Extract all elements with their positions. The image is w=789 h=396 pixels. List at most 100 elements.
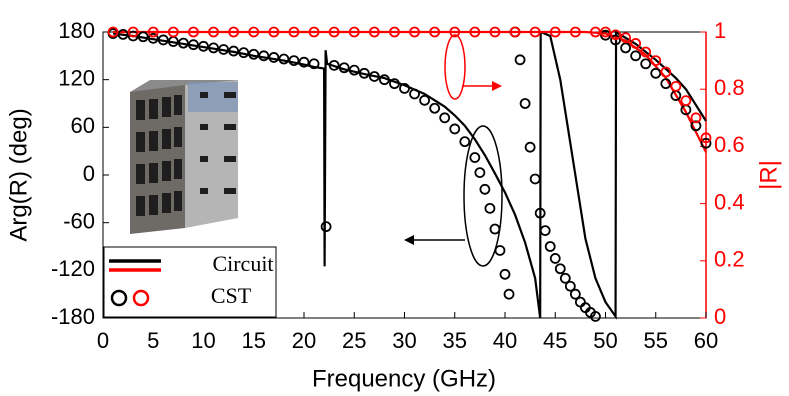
series-marker — [564, 280, 576, 292]
series-marker — [409, 26, 420, 38]
series-marker — [559, 272, 571, 284]
series-marker — [640, 58, 652, 70]
series-marker — [569, 288, 581, 300]
series-marker — [529, 173, 541, 185]
x-tick-label: 60 — [694, 328, 718, 353]
series-marker — [147, 32, 159, 44]
series-marker — [469, 152, 481, 163]
series-marker — [419, 94, 431, 106]
series-marker — [600, 29, 611, 41]
series-marker — [348, 64, 360, 76]
series-marker — [268, 52, 280, 63]
x-tick-label: 30 — [392, 328, 416, 353]
y-tick-label: -180 — [51, 304, 95, 329]
x-tick-label: 25 — [342, 328, 366, 353]
series-marker — [660, 78, 672, 90]
x-tick-label: 55 — [644, 328, 668, 353]
series-marker — [690, 112, 702, 124]
series-marker — [449, 26, 461, 38]
series-marker — [127, 30, 139, 42]
x-tick-label: 40 — [493, 328, 517, 353]
series-marker — [539, 225, 551, 237]
series-marker — [549, 26, 561, 38]
x-tick-label: 5 — [147, 328, 159, 353]
series-marker — [268, 26, 280, 38]
series-marker — [489, 26, 501, 38]
series-marker — [308, 26, 320, 38]
series-marker — [610, 29, 621, 41]
series-marker — [509, 26, 521, 38]
y-tick-label: 60 — [71, 113, 95, 138]
series-marker — [549, 253, 561, 264]
series-marker — [650, 55, 662, 66]
series-marker — [503, 288, 515, 300]
x-tick-label: 20 — [292, 328, 316, 353]
series-marker — [499, 268, 511, 280]
series-marker — [690, 120, 702, 132]
series-marker — [620, 32, 631, 44]
series-marker — [489, 223, 501, 235]
y-tick-label: 0 — [83, 161, 95, 186]
series-marker — [534, 207, 546, 219]
series-marker — [188, 26, 199, 38]
series-marker — [258, 50, 270, 62]
series-marker — [278, 53, 290, 65]
series-marker — [459, 136, 471, 148]
series-marker — [544, 241, 556, 252]
y2-tick-label: 0.2 — [714, 247, 745, 272]
series-marker — [157, 34, 169, 46]
y-tick-label: -60 — [63, 208, 95, 233]
series-marker — [208, 42, 219, 54]
series-marker — [248, 26, 260, 38]
y2-axis-label: |R| — [755, 160, 782, 190]
legend-swatch — [110, 289, 128, 307]
legend-swatch — [132, 289, 150, 307]
series-marker — [147, 26, 159, 38]
series-marker — [529, 26, 541, 38]
series-marker — [248, 48, 260, 60]
series-marker — [238, 47, 250, 59]
legend-box — [103, 246, 277, 318]
series-marker — [107, 26, 119, 38]
series-line — [113, 30, 707, 153]
series-marker — [449, 123, 461, 135]
y-axis-label: Arg(R) (deg) — [5, 108, 32, 241]
series-marker — [167, 26, 179, 38]
series-marker — [368, 26, 380, 38]
series-marker — [368, 71, 380, 82]
series-marker — [479, 183, 491, 195]
series-marker — [389, 26, 400, 38]
y2-tick-label: 0.8 — [714, 75, 745, 100]
x-tick-label: 15 — [242, 328, 266, 353]
series-marker — [308, 58, 320, 70]
series-marker — [670, 80, 682, 92]
series-marker — [569, 26, 581, 38]
series-marker — [429, 102, 441, 114]
series-marker — [474, 167, 486, 179]
series-marker — [228, 45, 240, 57]
series-marker — [590, 26, 601, 38]
series-marker — [338, 62, 350, 74]
series-marker — [484, 202, 496, 214]
series-marker — [228, 26, 240, 38]
series-marker — [389, 78, 400, 90]
inset-image — [130, 80, 238, 234]
y2-tick-label: 1 — [714, 18, 726, 43]
series-marker — [378, 74, 390, 86]
series-marker — [288, 26, 300, 38]
series-marker — [429, 26, 441, 38]
series-marker — [320, 221, 332, 233]
series-marker — [554, 263, 566, 275]
series-marker — [469, 26, 481, 38]
legend-label: CST — [211, 283, 252, 308]
y2-tick-label: 0.6 — [714, 132, 745, 157]
series-marker — [439, 112, 451, 124]
series-marker — [348, 26, 360, 38]
annotations — [404, 34, 503, 267]
series-marker — [630, 38, 642, 49]
x-axis-label: Frequency (GHz) — [312, 365, 496, 392]
series-marker — [620, 42, 631, 54]
series-marker — [630, 50, 642, 62]
series-marker — [700, 137, 712, 149]
series-marker — [494, 245, 506, 256]
